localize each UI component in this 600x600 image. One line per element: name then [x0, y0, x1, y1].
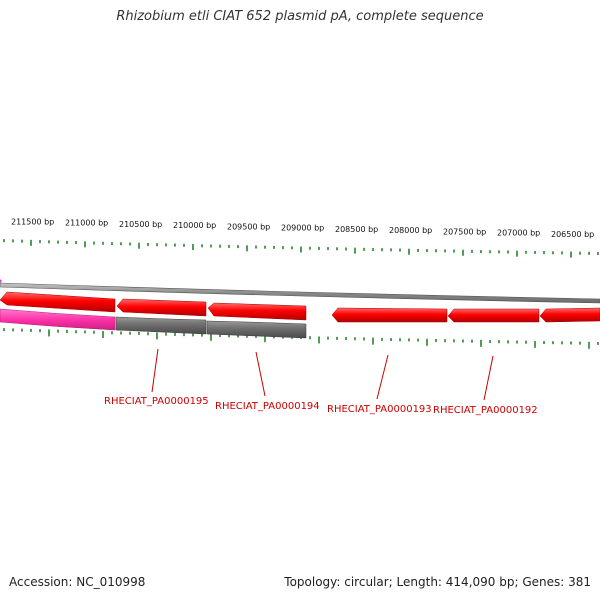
feature-block-gray[interactable]: [115, 316, 207, 335]
gene-arrow-red[interactable]: [539, 307, 600, 323]
ruler-label: 211500 bp: [11, 217, 54, 226]
ruler-label: 210500 bp: [119, 220, 162, 229]
feature-block-gray[interactable]: [206, 320, 307, 339]
ruler-labels: 211500 bp 211000 bp 210500 bp 210000 bp 2095…: [11, 217, 594, 239]
ruler-label: 209500 bp: [227, 222, 270, 231]
gene-arrow-red[interactable]: [116, 298, 207, 317]
ruler-label: 210000 bp: [173, 221, 216, 230]
ruler-label: 207000 bp: [497, 229, 540, 238]
ruler-label: 208500 bp: [335, 225, 378, 234]
gene-leader-line: [255, 351, 266, 397]
gene-label[interactable]: RHECIAT_PA0000194: [215, 401, 320, 412]
ruler-label: 211000 bp: [65, 219, 108, 228]
feature-block-pink[interactable]: [0, 308, 116, 331]
gene-leader-line: [483, 355, 494, 401]
edge-marker-icon: [0, 279, 2, 283]
ruler-label: 206500 bp: [551, 230, 594, 239]
gene-leader-line: [376, 354, 389, 400]
gene-leader-line: [151, 348, 159, 393]
map-title: Rhizobium etli CIAT 652 plasmid pA, comp…: [116, 9, 484, 24]
reverse-strand-features: [331, 307, 600, 323]
plasmid-backbone: [0, 282, 600, 304]
gene-arrow-red[interactable]: [207, 302, 307, 321]
ruler-label: 208000 bp: [389, 226, 432, 235]
gene-arrow-red[interactable]: [0, 291, 116, 313]
accession-text: Accession: NC_010998: [9, 575, 146, 589]
topology-text: Topology: circular; Length: 414,090 bp; …: [284, 575, 591, 589]
gene-label[interactable]: RHECIAT_PA0000195: [104, 396, 209, 407]
gene-arrow-red[interactable]: [447, 308, 540, 323]
gene-callouts: RHECIAT_PA0000195 RHECIAT_PA0000194 RHEC…: [104, 348, 538, 416]
forward-strand-features: [0, 291, 307, 321]
ruler-label: 209000 bp: [281, 224, 324, 233]
gene-label[interactable]: RHECIAT_PA0000193: [327, 404, 432, 415]
inner-track-features: [0, 308, 307, 339]
ruler-ticks-top: [3, 239, 599, 258]
gene-arrow-red[interactable]: [331, 307, 448, 323]
gene-label[interactable]: RHECIAT_PA0000192: [433, 405, 538, 416]
ruler-label: 207500 bp: [443, 227, 486, 236]
